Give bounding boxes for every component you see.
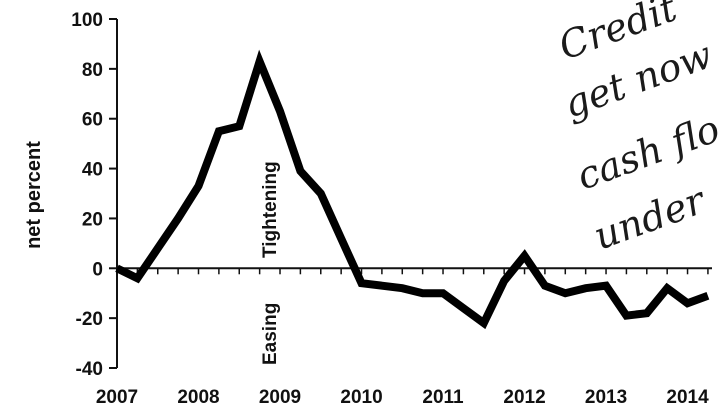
axes: [109, 18, 712, 369]
y-tick-label: -40: [76, 359, 103, 380]
x-tick-label: 2014: [666, 387, 709, 408]
y-tick-label: 80: [82, 60, 103, 81]
handwriting-line-3: cash flo: [571, 106, 725, 198]
y-tick-label: 0: [92, 259, 103, 280]
y-axis-title: net percent: [23, 141, 45, 249]
y-tick-label: 40: [82, 160, 103, 181]
series-line-1: [115, 49, 710, 330]
y-tick-label: 60: [82, 110, 103, 131]
y-tick-label: -20: [76, 309, 103, 330]
x-tick-label: 2009: [259, 387, 301, 408]
y-tick-label: 20: [82, 209, 103, 230]
tick-labels: -40 -20 0 20 40 60 80 100 2007 2008 2009 2010 2011 20…: [71, 10, 709, 408]
x-tick-label: 2010: [340, 387, 382, 408]
x-tick-label: 2012: [503, 387, 545, 408]
x-tick-label: 2011: [422, 387, 464, 408]
x-tick-label: 2008: [177, 387, 219, 408]
y-tick-label: 100: [71, 10, 103, 31]
annotation-tightening: Tightening: [260, 161, 281, 258]
x-tick-label: 2007: [96, 387, 138, 408]
series-marks: [115, 49, 710, 330]
x-tick-label: 2013: [585, 387, 627, 408]
annotation-easing: Easing: [260, 303, 281, 365]
